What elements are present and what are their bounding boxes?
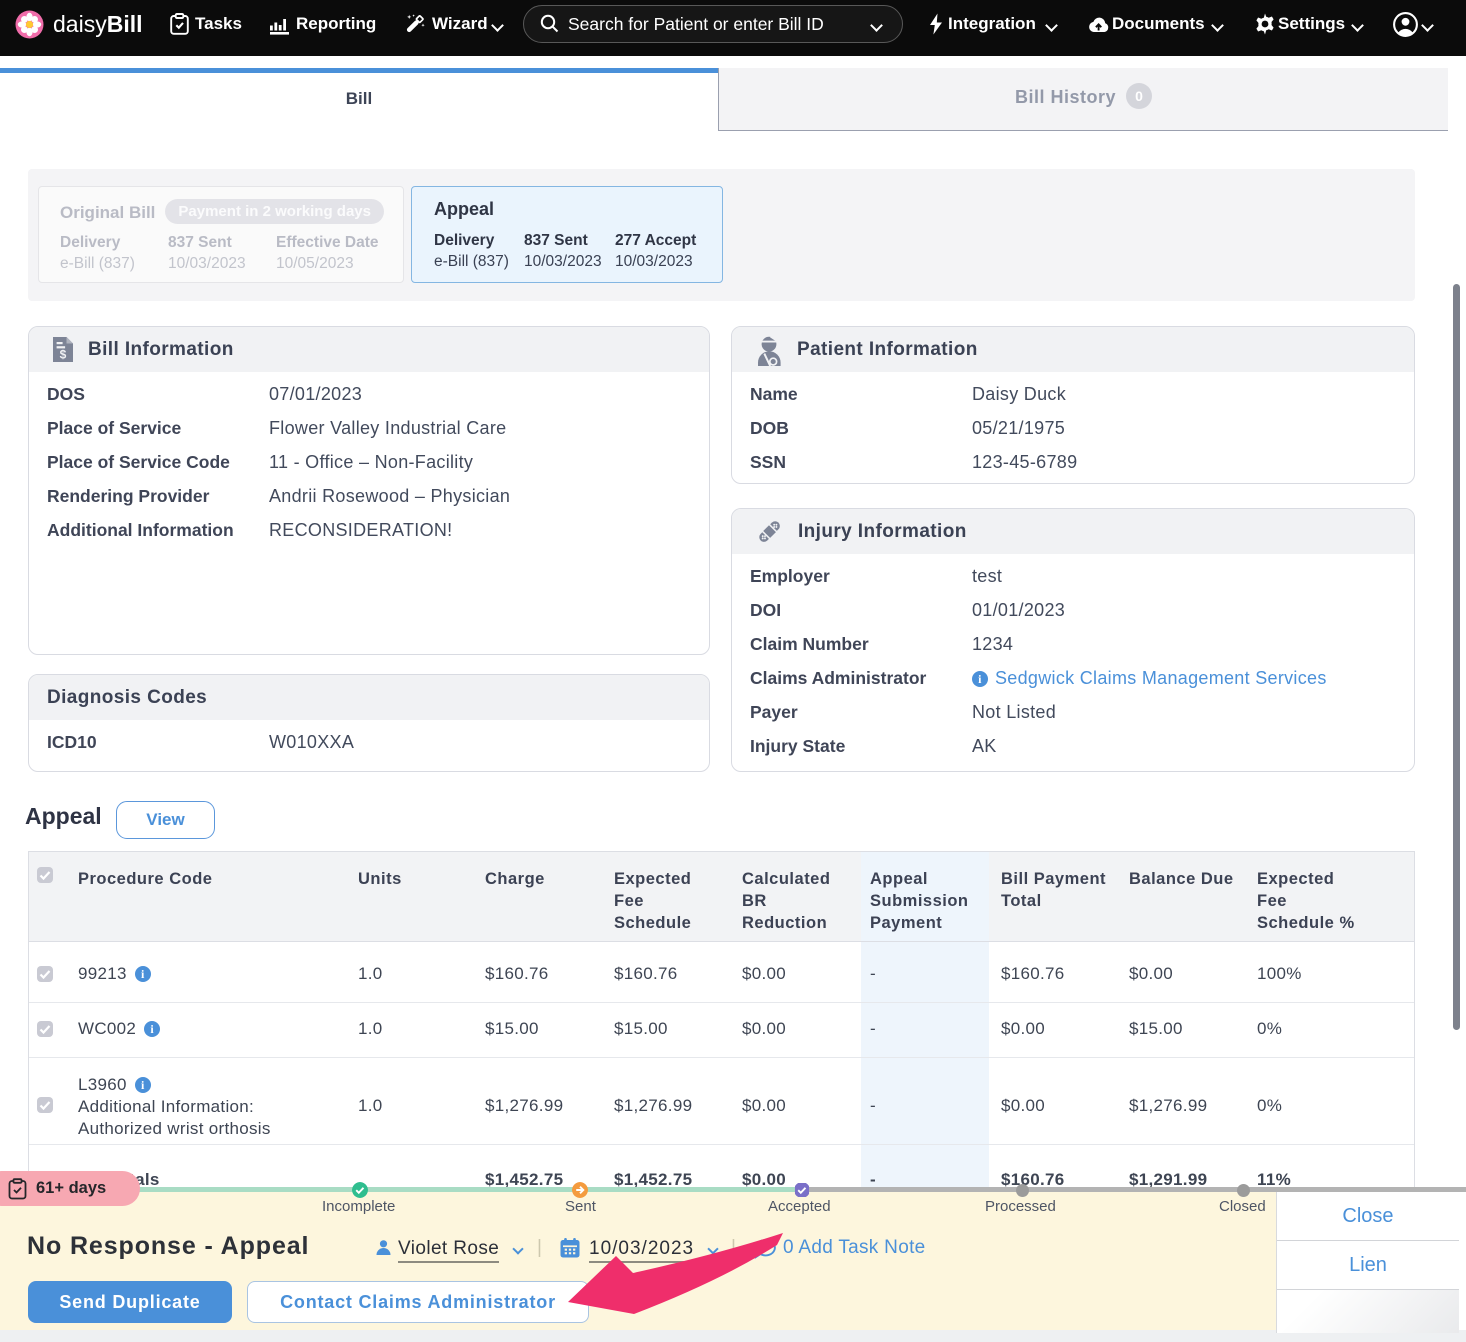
- svg-text:$: $: [60, 348, 67, 362]
